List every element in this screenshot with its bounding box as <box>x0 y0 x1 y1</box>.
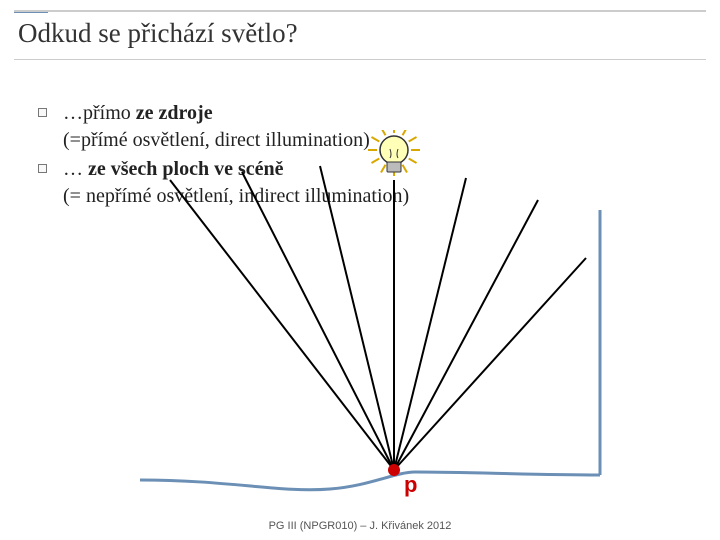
text-fragment: …přímo <box>63 102 136 124</box>
point-label: p <box>404 472 417 498</box>
text-fragment-bold: ze zdroje <box>136 102 213 124</box>
ray-lines <box>170 166 586 470</box>
bullet-icon <box>38 108 47 117</box>
surface-point <box>388 464 400 476</box>
scene-geometry <box>140 210 600 490</box>
diagram <box>0 130 720 520</box>
title-bar: Odkud se přichází světlo? <box>14 10 706 60</box>
page-title: Odkud se přichází světlo? <box>18 18 702 49</box>
lightbulb-icon <box>368 130 420 176</box>
footer-credit: PG III (NPGR010) – J. Křivánek 2012 <box>0 520 720 532</box>
